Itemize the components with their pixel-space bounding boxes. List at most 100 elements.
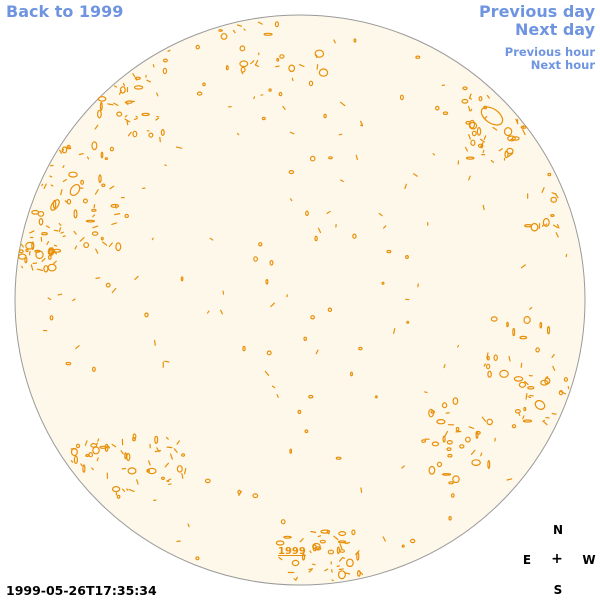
next-hour-link[interactable]: Next hour bbox=[530, 58, 595, 72]
contour-mark bbox=[180, 276, 184, 282]
contour-mark bbox=[490, 159, 495, 163]
contour-mark bbox=[547, 172, 552, 177]
contour-mark bbox=[166, 446, 173, 449]
contour-mark bbox=[542, 419, 546, 422]
contour-mark bbox=[18, 249, 24, 254]
back-to-year-link[interactable]: Back to 1999 bbox=[6, 2, 124, 21]
contour-mark bbox=[475, 430, 481, 435]
contour-mark bbox=[484, 116, 488, 119]
contour-mark bbox=[470, 108, 473, 112]
contour-mark bbox=[563, 377, 569, 382]
contour-mark bbox=[338, 530, 347, 536]
contour-mark bbox=[444, 430, 449, 437]
contour-mark bbox=[170, 453, 173, 460]
contour-mark bbox=[324, 568, 329, 572]
contour-mark bbox=[275, 65, 280, 68]
contour-mark bbox=[57, 293, 63, 296]
contour-mark bbox=[431, 441, 440, 447]
contour-mark bbox=[465, 156, 475, 160]
contour-mark bbox=[263, 32, 273, 36]
contour-mark bbox=[132, 130, 138, 138]
contour-mark bbox=[492, 126, 498, 131]
contour-mark bbox=[487, 460, 491, 470]
previous-hour-link[interactable]: Previous hour bbox=[504, 45, 595, 59]
contour-mark bbox=[520, 362, 523, 368]
contour-mark bbox=[450, 493, 455, 498]
contour-mark bbox=[468, 134, 471, 140]
contour-mark bbox=[129, 100, 135, 103]
contour-mark bbox=[280, 519, 286, 525]
contour-mark bbox=[109, 185, 115, 190]
contour-mark bbox=[405, 255, 409, 260]
contour-mark bbox=[73, 455, 79, 465]
contour-mark bbox=[85, 219, 96, 223]
contour-mark bbox=[276, 57, 280, 62]
contour-mark bbox=[116, 111, 123, 117]
contour-mark bbox=[353, 38, 357, 43]
contour-mark bbox=[258, 242, 263, 247]
contour-mark bbox=[317, 227, 322, 234]
contour-mark bbox=[299, 538, 304, 543]
contour-mark bbox=[98, 174, 102, 184]
contour-mark bbox=[493, 354, 498, 362]
contour-mark bbox=[114, 205, 117, 209]
contour-mark bbox=[320, 529, 331, 534]
contour-mark bbox=[470, 139, 476, 146]
contour-mark bbox=[524, 223, 533, 228]
contour-mark bbox=[95, 277, 101, 279]
contour-mark bbox=[339, 543, 343, 550]
contour-mark bbox=[401, 465, 405, 469]
contour-mark bbox=[257, 21, 263, 25]
contour-mark bbox=[551, 353, 555, 358]
contour-mark bbox=[90, 443, 98, 448]
contour-mark bbox=[312, 563, 316, 566]
contour-mark bbox=[314, 49, 325, 58]
contour-mark bbox=[181, 473, 184, 479]
contour-mark bbox=[196, 91, 203, 96]
contour-mark bbox=[73, 230, 77, 235]
contour-mark bbox=[111, 486, 121, 493]
contour-mark bbox=[478, 95, 483, 102]
contour-mark bbox=[126, 452, 131, 462]
contour-mark bbox=[54, 251, 58, 255]
contour-mark bbox=[461, 98, 469, 104]
contour-mark bbox=[350, 371, 354, 377]
contour-mark bbox=[351, 529, 356, 536]
contour-mark bbox=[506, 321, 509, 328]
contour-mark bbox=[62, 178, 67, 183]
contour-mark bbox=[535, 347, 540, 353]
contour-mark bbox=[511, 424, 517, 429]
contour-mark bbox=[68, 171, 78, 178]
contour-mark bbox=[126, 120, 129, 126]
contour-mark bbox=[104, 157, 109, 161]
previous-day-link[interactable]: Previous day bbox=[478, 2, 595, 21]
contour-mark bbox=[220, 309, 223, 315]
year-link[interactable]: 1999 bbox=[278, 546, 306, 557]
contour-mark bbox=[254, 64, 260, 67]
contour-mark bbox=[483, 363, 486, 367]
contour-mark bbox=[220, 33, 228, 40]
contour-mark bbox=[105, 282, 111, 288]
contour-mark bbox=[164, 360, 170, 363]
contour-mark bbox=[146, 468, 151, 473]
contour-mark bbox=[113, 102, 119, 106]
contour-mark bbox=[99, 445, 108, 449]
contour-mark bbox=[73, 209, 78, 219]
contour-mark bbox=[232, 29, 236, 34]
contour-mark bbox=[404, 183, 407, 190]
contour-mark bbox=[195, 556, 200, 561]
contour-mark bbox=[164, 462, 169, 468]
contour-mark bbox=[511, 136, 520, 141]
contour-mark bbox=[66, 144, 71, 150]
contour-mark bbox=[253, 256, 259, 262]
contour-mark bbox=[551, 412, 557, 415]
contour-mark bbox=[289, 131, 295, 135]
next-day-link[interactable]: Next day bbox=[515, 20, 595, 39]
contour-mark bbox=[360, 487, 363, 493]
contour-mark bbox=[133, 85, 144, 90]
contour-mark bbox=[464, 146, 468, 152]
contour-mark bbox=[58, 227, 62, 232]
contour-mark bbox=[278, 556, 283, 561]
contour-mark bbox=[50, 199, 60, 211]
contour-mark bbox=[486, 355, 490, 361]
